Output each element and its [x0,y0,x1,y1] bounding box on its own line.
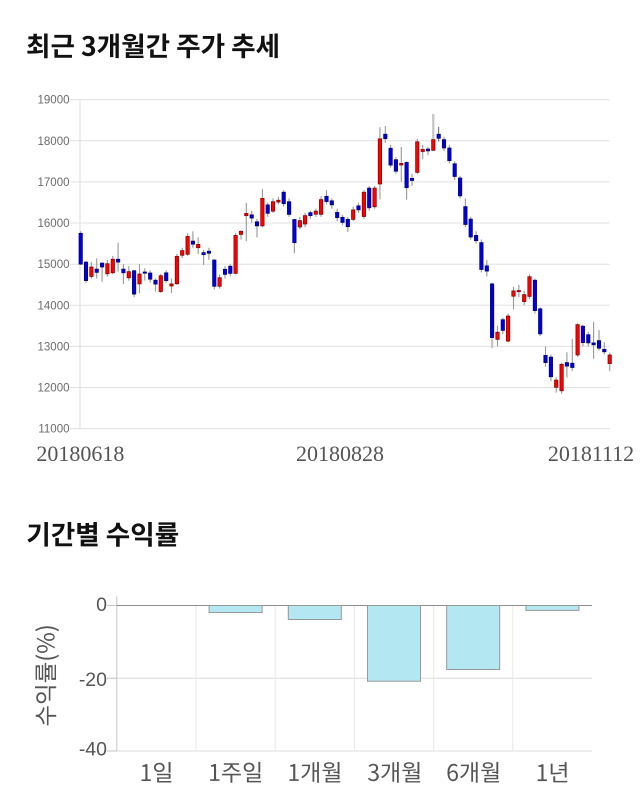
svg-text:19000: 19000 [38,95,70,107]
svg-text:0: 0 [96,594,107,616]
svg-text:11000: 11000 [38,424,69,436]
svg-text:-40: -40 [79,739,107,761]
svg-text:13000: 13000 [38,341,70,353]
svg-text:15000: 15000 [38,259,70,271]
svg-text:17000: 17000 [38,177,70,189]
svg-text:16000: 16000 [38,218,70,230]
svg-text:-20: -20 [79,669,107,691]
svg-text:20180828: 20180828 [296,441,384,466]
svg-text:20180618: 20180618 [36,441,124,466]
svg-text:12000: 12000 [38,383,70,395]
svg-text:18000: 18000 [38,136,70,148]
svg-text:14000: 14000 [38,300,70,312]
svg-text:20181112: 20181112 [548,441,634,466]
